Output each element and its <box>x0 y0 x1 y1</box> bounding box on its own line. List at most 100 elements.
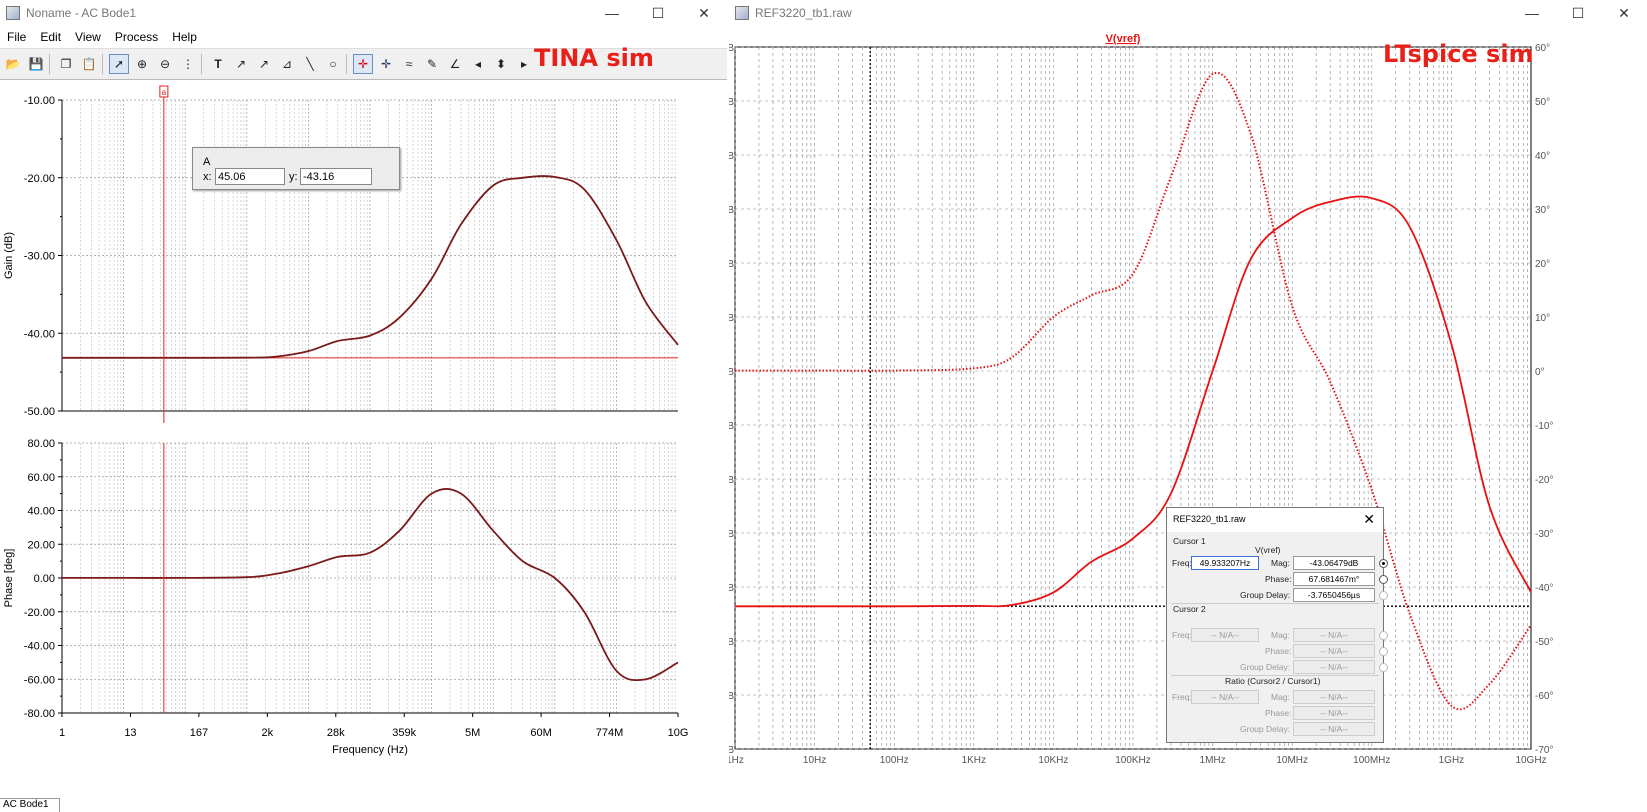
dialog-close-icon[interactable]: ✕ <box>1363 511 1375 527</box>
phase-radio[interactable] <box>1379 575 1388 584</box>
x-tick-label: 10G <box>668 727 689 739</box>
mag-field[interactable]: -43.06479dB <box>1293 556 1375 570</box>
curve-add-icon[interactable]: ≈ <box>405 57 413 71</box>
phase2-field[interactable]: -- N/A-- <box>1293 644 1375 658</box>
group-delay2-radio[interactable] <box>1379 663 1388 672</box>
cursor-y-field[interactable]: -43.16 <box>300 168 372 185</box>
x-tick-label: 10KHz <box>1038 755 1068 766</box>
close-button[interactable]: ✕ <box>681 0 727 26</box>
right-tick-label: -40° <box>1535 583 1553 594</box>
maximize-button[interactable]: ☐ <box>635 0 681 26</box>
nav-updown-icon[interactable]: ⬍ <box>495 57 507 71</box>
annotate-icon[interactable]: ↗ <box>235 57 247 71</box>
right-tick-label: -70° <box>1535 745 1553 756</box>
text-icon[interactable]: T <box>214 57 222 71</box>
probe-icon[interactable]: ✎ <box>426 57 438 71</box>
minimize-button[interactable]: — <box>1509 0 1555 26</box>
copy-icon[interactable]: ❐ <box>60 57 72 71</box>
y-tick-label: -80.00 <box>24 708 55 720</box>
gain-plot: -10.00 -20.00 -30.00 -40.00 -50.00 Gain (dB) a <box>3 85 679 423</box>
mag2-radio[interactable] <box>1379 631 1388 640</box>
cursor-x-field[interactable]: 45.06 <box>215 168 285 185</box>
maximize-button[interactable]: ☐ <box>1555 0 1601 26</box>
freq-label: Freq: <box>1172 558 1192 568</box>
nav-left-icon[interactable]: ◂ <box>474 57 482 71</box>
cursor-box-title: A <box>203 156 211 168</box>
phase3-field[interactable]: -- N/A-- <box>1293 706 1375 720</box>
phase-trace <box>735 71 1532 711</box>
mag3-field[interactable]: -- N/A-- <box>1293 690 1375 704</box>
minimize-button[interactable]: — <box>589 0 635 26</box>
open-folder-icon[interactable]: 📂 <box>5 57 21 71</box>
left-tick-label: -15dB <box>729 97 734 108</box>
y-tick-label: -40.00 <box>24 328 55 340</box>
nav-right-icon[interactable]: ▸ <box>520 57 528 71</box>
group-delay2-label: Group Delay: <box>1240 662 1291 672</box>
ratio-label: Ratio (Cursor2 / Cursor1) <box>1225 676 1321 686</box>
phase-axis-label: Phase [deg] <box>3 549 15 608</box>
left-tick-label: -33dB <box>729 421 734 432</box>
cursor-dialog[interactable]: REF3220_tb1.raw ✕ Cursor 1 V(vref) Freq:… <box>1166 507 1388 743</box>
cursor-a-icon[interactable]: ✛ <box>353 54 373 74</box>
menu-file[interactable]: File <box>7 30 27 44</box>
tangent-icon[interactable]: ∠ <box>449 57 461 71</box>
freq3-field[interactable]: -- N/A-- <box>1191 690 1259 704</box>
tina-window: Noname - AC Bode1 — ☐ ✕ File Edit View P… <box>0 0 727 812</box>
pointer-icon[interactable]: ➚ <box>109 54 129 74</box>
y-tick-label: 20.00 <box>27 539 55 551</box>
cursor-readout-box[interactable]: A x: 45.06 y: -43.16 <box>192 147 400 190</box>
y-tick-label: -60.00 <box>24 674 55 686</box>
magnitude-trace <box>734 195 1532 608</box>
cursor-b-icon[interactable]: ✛ <box>380 57 392 71</box>
left-tick-label: -45dB <box>729 637 734 648</box>
left-tick-label: -48dB <box>729 691 734 702</box>
right-tick-label: 30° <box>1535 205 1550 216</box>
phase2-radio[interactable] <box>1379 647 1388 656</box>
x-tick-label: 10Hz <box>803 755 826 766</box>
x-tick-label: 28k <box>327 727 345 739</box>
phase-field[interactable]: 67.681467m° <box>1293 572 1375 586</box>
ltspice-plot: -12dB 60° -15dB 50° -18dB 40° -21dB 30° -24dB 20°… <box>729 33 1553 766</box>
phase-curve <box>61 488 679 682</box>
left-tick-label: -24dB <box>729 259 734 270</box>
paste-icon[interactable]: 📋 <box>81 57 97 71</box>
freq-field[interactable]: 49.933207Hz <box>1191 556 1259 570</box>
circle-icon[interactable]: ○ <box>329 57 337 71</box>
group-delay-field[interactable]: -3.7650456µs <box>1293 588 1375 602</box>
dialog-title: REF3220_tb1.raw <box>1173 514 1246 524</box>
zoom-100-icon[interactable]: ⊖ <box>159 57 171 71</box>
menu-edit[interactable]: Edit <box>40 30 62 44</box>
arrow-icon[interactable]: ↗ <box>258 57 270 71</box>
menu-view[interactable]: View <box>75 30 101 44</box>
line-icon[interactable]: ╲ <box>306 57 314 71</box>
close-icon: ✕ <box>698 4 710 21</box>
mag2-label: Mag: <box>1271 630 1290 640</box>
minimize-icon: — <box>605 5 619 21</box>
menu-help[interactable]: Help <box>172 30 197 44</box>
right-tick-label: 0° <box>1535 367 1545 378</box>
group-delay3-field[interactable]: -- N/A-- <box>1293 722 1375 736</box>
x-tick-label: 1KHz <box>962 755 986 766</box>
axis-icon[interactable]: ⊿ <box>281 57 293 71</box>
menu-process[interactable]: Process <box>114 30 159 44</box>
bottom-tab[interactable]: AC Bode1 <box>0 798 60 812</box>
freq2-label: Freq: <box>1172 630 1192 640</box>
close-button[interactable]: ✕ <box>1601 0 1647 26</box>
save-icon[interactable]: 💾 <box>28 57 44 71</box>
mag2-field[interactable]: -- N/A-- <box>1293 628 1375 642</box>
x-tick-label: 10MHz <box>1276 755 1308 766</box>
left-tick-label: -51dB <box>729 745 734 756</box>
left-tick-label: -30dB <box>729 367 734 378</box>
y-tick-label: -50.00 <box>24 406 55 418</box>
x-tick-label: 13 <box>124 727 136 739</box>
right-tick-label: -10° <box>1535 421 1553 432</box>
grid-icon[interactable]: ⋮ <box>182 57 194 71</box>
group-delay2-field[interactable]: -- N/A-- <box>1293 660 1375 674</box>
right-tick-label: -60° <box>1535 691 1553 702</box>
group-delay-radio[interactable] <box>1379 591 1388 600</box>
freq2-field[interactable]: -- N/A-- <box>1191 628 1259 642</box>
zoom-in-icon[interactable]: ⊕ <box>136 57 148 71</box>
mag-radio[interactable] <box>1379 559 1388 568</box>
x-tick-label: 1MHz <box>1200 755 1226 766</box>
y-tick-label: -20.00 <box>24 173 55 185</box>
